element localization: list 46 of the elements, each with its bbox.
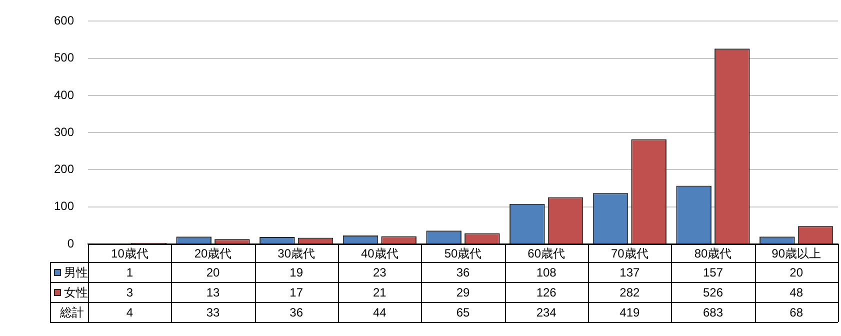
x-tick-label: 40歳代 [361,246,398,260]
text: 234 [536,305,557,320]
data-label: 157 [702,265,724,280]
y-tick-label: 100 [54,199,74,214]
data-label: 3 [126,285,134,300]
x-tick-label: 20歳代 [194,246,232,260]
legend-label: 女性 [64,285,88,300]
data-label: 23 [373,265,387,280]
y-tick-label: 400 [54,88,74,102]
data-label: 137 [620,265,640,280]
data-label: 17 [290,285,304,300]
y-tick-label: 300 [54,124,74,139]
text: 419 [620,305,640,320]
data-label: 19 [290,265,304,280]
text: 683 [702,305,724,320]
data-label: 36 [456,265,470,280]
x-tick-label: 60歳代 [528,246,566,260]
x-tick-label: 90歳以上 [772,246,822,260]
x-tick-label: 10歳代 [111,246,148,260]
text: 68 [790,305,804,320]
data-label: 526 [702,285,724,300]
data-label: 282 [620,285,640,300]
x-tick-label: 70歳代 [610,246,648,260]
data-label: 126 [536,285,557,300]
text: 総計 [59,305,84,320]
text: 4 [126,305,134,320]
text: 44 [373,305,387,320]
text: 65 [456,305,470,320]
y-tick-label: 200 [54,162,74,176]
data-label: 1 [126,265,134,280]
x-tick-label: 50歳代 [444,246,482,260]
text: 36 [290,305,304,320]
data-label: 108 [536,265,557,280]
legend-label: 男性 [64,265,88,280]
data-label: 20 [790,265,804,280]
data-label: 48 [790,285,804,300]
x-tick-label: 30歳代 [278,246,316,260]
data-label: 29 [456,285,470,300]
y-tick-label: 0 [67,236,74,250]
data-label: 13 [206,285,220,300]
data-label: 21 [373,285,387,300]
x-tick-label: 80歳代 [694,246,732,260]
data-label: 20 [206,265,220,280]
y-tick-label: 600 [54,14,74,28]
y-tick-label: 500 [54,50,74,65]
text: 33 [206,305,220,320]
